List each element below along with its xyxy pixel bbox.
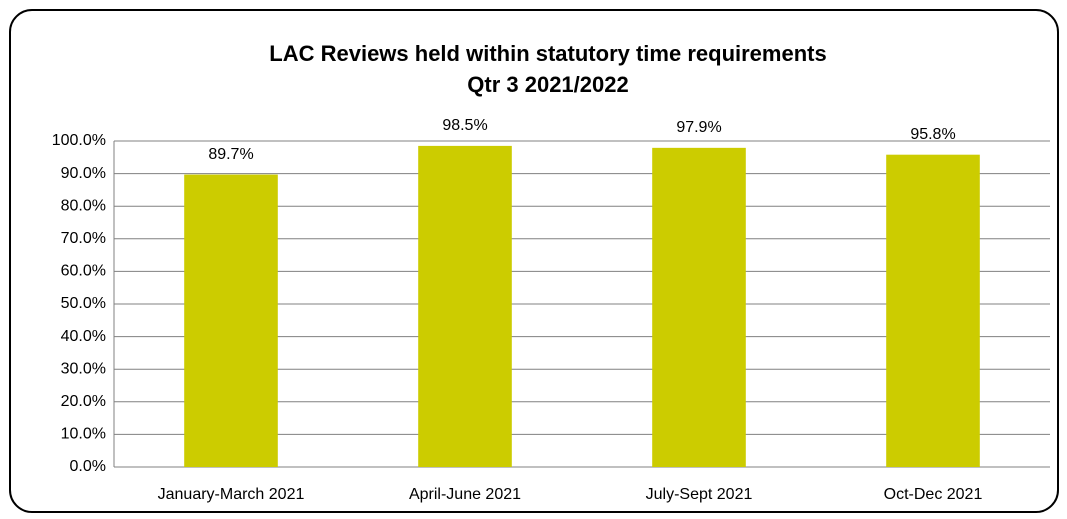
x-tick-label: July-Sept 2021 [646, 486, 753, 503]
bar [418, 145, 512, 467]
data-label: 97.9% [676, 119, 721, 136]
x-tick-label: January-March 2021 [158, 486, 305, 503]
y-tick-label: 90.0% [61, 165, 106, 182]
data-label: 95.8% [910, 126, 955, 143]
bar [184, 174, 278, 467]
y-tick-label: 50.0% [61, 295, 106, 312]
y-tick-label: 80.0% [61, 197, 106, 214]
x-tick-label: April-June 2021 [409, 486, 521, 503]
chart-title: LAC Reviews held within statutory time r… [269, 41, 826, 66]
y-tick-label: 100.0% [52, 132, 106, 149]
bar [886, 154, 980, 467]
chart-subtitle: Qtr 3 2021/2022 [467, 72, 628, 97]
data-label: 98.5% [442, 117, 487, 134]
y-tick-label: 20.0% [61, 393, 106, 410]
y-tick-label: 30.0% [61, 360, 106, 377]
y-tick-label: 60.0% [61, 263, 106, 280]
y-tick-label: 0.0% [70, 458, 106, 475]
y-tick-label: 70.0% [61, 230, 106, 247]
y-tick-label: 10.0% [61, 426, 106, 443]
y-tick-label: 40.0% [61, 328, 106, 345]
bar [652, 147, 746, 467]
data-label: 89.7% [208, 146, 253, 163]
x-tick-label: Oct-Dec 2021 [884, 486, 983, 503]
